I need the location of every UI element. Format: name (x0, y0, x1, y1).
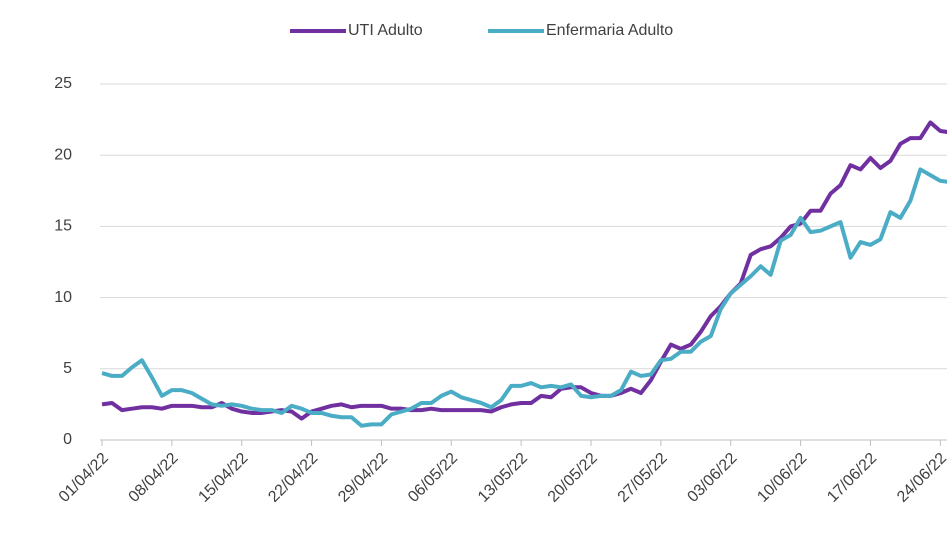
x-tick-label: 27/05/22 (615, 450, 671, 506)
x-tick-label: 10/06/22 (754, 450, 810, 506)
x-tick-label: 17/06/22 (824, 450, 880, 506)
y-tick-label: 0 (63, 431, 72, 448)
line-series (101, 167, 947, 428)
x-tick-label: 15/04/22 (195, 450, 251, 506)
y-tick-label: 20 (54, 146, 72, 163)
y-tick-label: 10 (54, 289, 72, 306)
x-tick-label: 08/04/22 (126, 450, 182, 506)
line-series (101, 120, 947, 421)
x-tick-label: 06/05/22 (405, 450, 461, 506)
legend-label: UTI Adulto (348, 22, 423, 39)
y-tick-label: 25 (54, 75, 72, 92)
x-tick-label: 03/06/22 (684, 450, 740, 506)
x-tick-label: 22/04/22 (265, 450, 321, 506)
x-tick-label: 24/06/22 (894, 450, 947, 506)
y-tick-label: 15 (54, 218, 72, 235)
legend-label: Enfermaria Adulto (546, 22, 673, 39)
x-tick-label: 20/05/22 (545, 450, 601, 506)
x-tick-label: 29/04/22 (335, 450, 391, 506)
y-tick-label: 5 (63, 360, 72, 377)
x-tick-label: 01/04/22 (56, 450, 112, 506)
x-tick-label: 13/05/22 (475, 450, 531, 506)
